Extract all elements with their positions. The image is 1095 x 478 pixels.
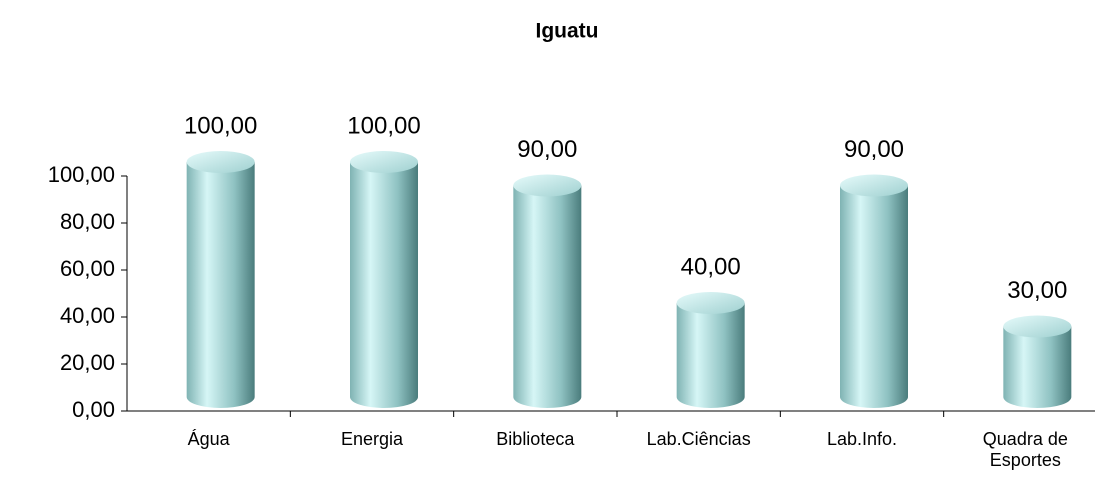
cylinder-body <box>350 162 418 408</box>
cylinder-body <box>1003 326 1072 408</box>
x-tick-label: Lab.Info. <box>826 429 898 449</box>
value-label: 100,00 <box>347 112 420 139</box>
value-label: 100,00 <box>184 112 257 139</box>
value-label: 90,00 <box>844 136 904 163</box>
cylinder-body <box>513 185 582 409</box>
cylinder-body <box>840 185 908 408</box>
cylinder-top <box>513 174 582 197</box>
bar <box>513 174 582 409</box>
x-tick-label: Biblioteca <box>496 429 575 449</box>
bar <box>1003 315 1072 408</box>
cylinder-top <box>1003 315 1072 338</box>
x-tick-label: Energia <box>340 429 404 449</box>
y-tick-label: 100,00 <box>48 162 115 187</box>
x-tick-label: Lab.Ciências <box>646 429 751 449</box>
cylinder-top <box>186 151 255 173</box>
cylinder-top <box>840 174 908 197</box>
y-tick-label: 60,00 <box>60 256 115 281</box>
value-label: 30,00 <box>1007 277 1067 304</box>
cylinder-top <box>350 151 418 173</box>
value-label: 90,00 <box>517 136 577 163</box>
chart-title: Iguatu <box>536 20 599 43</box>
x-tick-label: Quadra de Esportes <box>982 429 1068 470</box>
cylinder-body <box>676 303 745 409</box>
bar <box>186 151 255 409</box>
y-tick-label: 0,00 <box>72 397 115 422</box>
x-tick-label: Água <box>187 429 230 449</box>
bar <box>676 292 745 409</box>
value-label: 40,00 <box>681 253 741 280</box>
bar <box>350 151 418 408</box>
y-tick-label: 40,00 <box>60 303 115 328</box>
y-tick-label: 80,00 <box>60 209 115 234</box>
cylinder-body <box>186 162 255 409</box>
y-tick-label: 20,00 <box>60 350 115 375</box>
bar <box>840 174 908 408</box>
cylinder-top <box>676 292 745 314</box>
